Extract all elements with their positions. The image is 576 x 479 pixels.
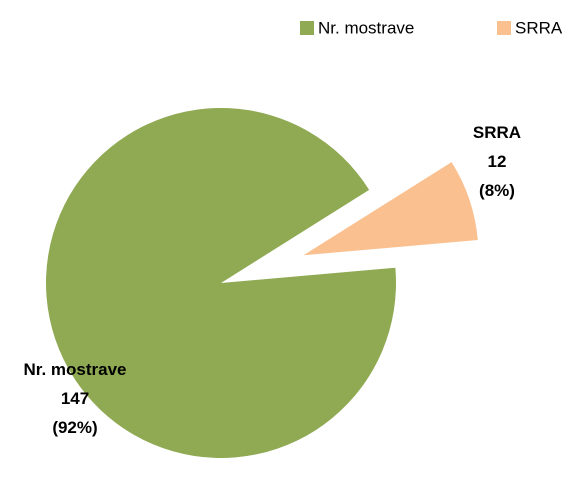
label-percentage: (92%) — [52, 418, 98, 437]
legend-swatch — [497, 21, 511, 35]
legend-label: Nr. mostrave — [318, 18, 414, 37]
data-label: Nr. mostrave 147 (92%) — [20, 355, 130, 442]
pie-slice — [45, 108, 397, 459]
legend-swatch — [300, 21, 314, 35]
label-value: 12 — [487, 152, 507, 171]
pie-slice — [303, 162, 478, 256]
legend-label: SRRA — [515, 18, 563, 37]
data-label: SRRA 12 (8%) — [445, 118, 549, 205]
label-category: SRRA — [472, 123, 522, 142]
label-category: Nr. mostrave — [23, 360, 127, 379]
label-percentage: (8%) — [479, 181, 515, 200]
label-value: 147 — [60, 389, 90, 408]
